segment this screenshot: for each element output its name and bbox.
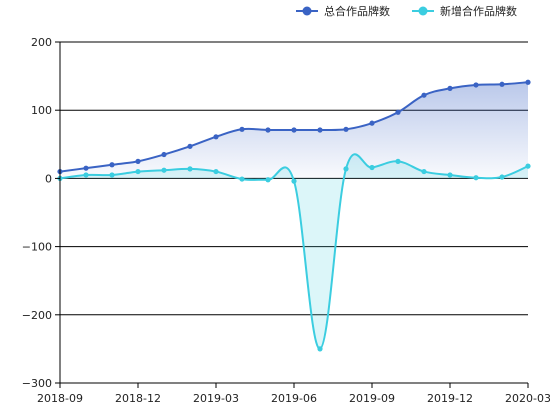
data-point-series-2[interactable] <box>343 166 349 172</box>
y-tick-label: 100 <box>31 104 52 117</box>
data-point-series-2[interactable] <box>135 168 141 175</box>
legend-label: 新增合作品牌数 <box>440 4 517 18</box>
legend-item-2[interactable]: 新增合作品牌数 <box>412 4 517 18</box>
data-point-series-2[interactable] <box>499 174 505 180</box>
data-point-series-1[interactable] <box>343 126 349 132</box>
legend-item-1[interactable]: 总合作品牌数 <box>296 4 390 18</box>
data-point-series-2[interactable] <box>239 176 245 182</box>
data-point-series-1[interactable] <box>187 143 193 149</box>
data-point-series-2[interactable] <box>395 158 401 164</box>
data-point-series-2[interactable] <box>525 163 531 169</box>
axes: −300 −200 −100 0 100 200 2018-09 2018-12 2019-03… <box>22 36 550 405</box>
data-point-series-1[interactable] <box>161 151 167 158</box>
y-tick-label: −200 <box>22 309 52 322</box>
data-point-series-2[interactable] <box>161 167 167 173</box>
x-tick-label: 2019-06 <box>271 392 317 405</box>
data-point-series-1[interactable] <box>213 134 219 140</box>
data-point-series-1[interactable] <box>109 162 115 168</box>
data-point-series-1[interactable] <box>447 85 453 91</box>
data-point-series-2[interactable] <box>421 168 427 175</box>
data-point-series-1[interactable] <box>291 127 297 133</box>
data-point-series-2[interactable] <box>369 164 375 171</box>
data-point-series-1[interactable] <box>265 127 271 133</box>
data-point-series-2[interactable] <box>109 172 115 178</box>
data-point-series-1[interactable] <box>239 126 245 132</box>
data-point-series-2[interactable] <box>213 168 219 175</box>
data-point-series-1[interactable] <box>135 158 141 164</box>
data-point-series-1[interactable] <box>525 79 531 85</box>
data-point-series-1[interactable] <box>421 92 427 98</box>
y-tick-label: −300 <box>22 377 52 390</box>
data-point-series-2[interactable] <box>187 166 193 172</box>
data-point-series-1[interactable] <box>369 120 375 126</box>
data-point-series-1[interactable] <box>317 127 323 133</box>
data-point-series-1[interactable] <box>83 165 89 171</box>
legend-label: 总合作品牌数 <box>324 4 390 18</box>
data-point-series-2[interactable] <box>473 175 479 181</box>
x-tick-label: 2019-09 <box>349 392 395 405</box>
data-point-series-2[interactable] <box>265 177 271 183</box>
x-tick-label: 2019-12 <box>427 392 473 405</box>
legend[interactable]: 总合作品牌数 新增合作品牌数 <box>296 4 517 18</box>
data-point-series-2[interactable] <box>83 172 89 178</box>
data-point-series-1[interactable] <box>395 109 401 115</box>
x-tick-label: 2018-12 <box>115 392 161 405</box>
data-point-series-1[interactable] <box>499 81 505 87</box>
y-tick-label: 0 <box>45 172 52 185</box>
x-tick-label: 2018-09 <box>37 392 83 405</box>
data-point-series-2[interactable] <box>317 346 323 352</box>
data-point-series-1[interactable] <box>473 82 479 88</box>
legend-swatch-marker <box>302 6 312 16</box>
series-line-2 <box>59 153 529 350</box>
series-areas <box>60 82 528 349</box>
data-point-series-2[interactable] <box>291 178 297 184</box>
y-tick-label: 200 <box>31 36 52 49</box>
y-tick-label: −100 <box>22 241 52 254</box>
data-point-series-2[interactable] <box>447 172 453 178</box>
x-tick-label: 2019-03 <box>193 392 239 405</box>
series-points <box>57 79 531 352</box>
x-tick-label: 2020-03 <box>505 392 550 405</box>
legend-swatch-marker <box>418 6 428 16</box>
